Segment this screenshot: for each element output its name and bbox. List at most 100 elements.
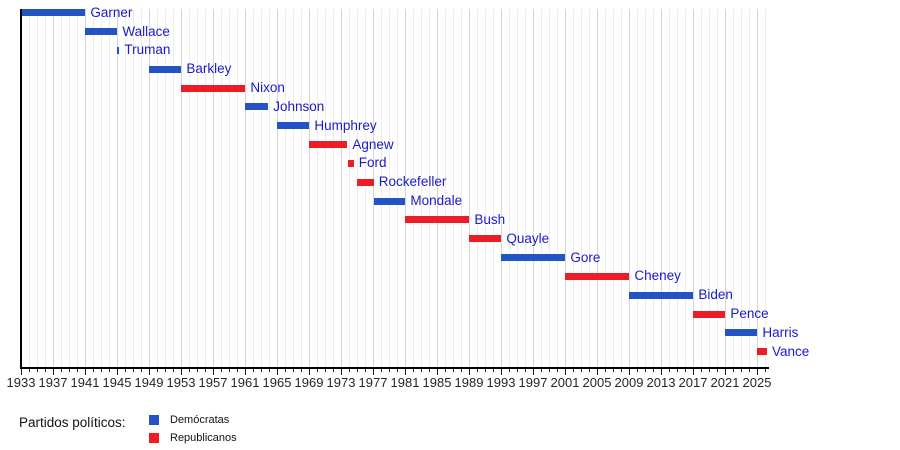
tick-1946 bbox=[125, 368, 126, 372]
tick-1966 bbox=[285, 368, 286, 372]
minor-gridline-1955 bbox=[197, 9, 198, 367]
bar-humphrey bbox=[277, 122, 310, 130]
democrats-color-swatch bbox=[149, 415, 159, 425]
minor-gridline-1934 bbox=[29, 9, 30, 367]
major-gridline-2017 bbox=[693, 9, 694, 367]
major-gridline-1993 bbox=[501, 9, 502, 367]
minor-gridline-1995 bbox=[517, 9, 518, 367]
minor-gridline-1956 bbox=[205, 9, 206, 367]
tick-1965 bbox=[277, 368, 278, 375]
bar-label-harris: Harris bbox=[762, 324, 799, 340]
minor-gridline-1988 bbox=[461, 9, 462, 367]
bar-label-biden: Biden bbox=[698, 287, 733, 303]
tick-1943 bbox=[101, 368, 102, 372]
major-gridline-1997 bbox=[533, 9, 534, 367]
bar-label-wallace: Wallace bbox=[122, 23, 170, 39]
minor-gridline-1946 bbox=[125, 9, 126, 367]
tick-2001 bbox=[565, 368, 566, 375]
tick-2018 bbox=[701, 368, 702, 372]
tick-2006 bbox=[605, 368, 606, 372]
tick-1996 bbox=[525, 368, 526, 372]
tick-1954 bbox=[189, 368, 190, 372]
tick-label-1989: 1989 bbox=[454, 375, 484, 390]
tick-2015 bbox=[677, 368, 678, 372]
tick-label-2001: 2001 bbox=[550, 375, 580, 390]
tick-1987 bbox=[453, 368, 454, 372]
tick-label-1965: 1965 bbox=[262, 375, 292, 390]
major-gridline-2009 bbox=[629, 9, 630, 367]
bar-quayle bbox=[469, 235, 502, 243]
bar-label-cheney: Cheney bbox=[634, 268, 681, 284]
bar-label-johnson: Johnson bbox=[273, 98, 325, 114]
tick-1978 bbox=[381, 368, 382, 372]
tick-1974 bbox=[349, 368, 350, 372]
tick-1980 bbox=[397, 368, 398, 372]
tick-1997 bbox=[533, 368, 534, 375]
bar-harris bbox=[725, 329, 758, 337]
tick-2008 bbox=[621, 368, 622, 372]
tick-1995 bbox=[517, 368, 518, 372]
bar-label-mondale: Mondale bbox=[410, 193, 463, 209]
bar-mondale bbox=[373, 197, 406, 205]
tick-1961 bbox=[245, 368, 246, 375]
minor-gridline-1975 bbox=[357, 9, 358, 367]
minor-gridline-1964 bbox=[269, 9, 270, 367]
tick-1993 bbox=[501, 368, 502, 375]
tick-2014 bbox=[669, 368, 670, 372]
tick-label-1981: 1981 bbox=[390, 375, 420, 390]
bar-label-pence: Pence bbox=[730, 306, 769, 322]
tick-1945 bbox=[117, 368, 118, 375]
tick-1968 bbox=[301, 368, 302, 372]
tick-2005 bbox=[597, 368, 598, 375]
minor-gridline-2010 bbox=[637, 9, 638, 367]
minor-gridline-1960 bbox=[237, 9, 238, 367]
bar-ford bbox=[348, 159, 354, 167]
minor-gridline-1991 bbox=[485, 9, 486, 367]
tick-1986 bbox=[445, 368, 446, 372]
bar-label-vance: Vance bbox=[772, 343, 810, 359]
tick-1957 bbox=[213, 368, 214, 375]
tick-1934 bbox=[29, 368, 30, 372]
minor-gridline-1999 bbox=[549, 9, 550, 367]
minor-gridline-1987 bbox=[453, 9, 454, 367]
bar-label-ford: Ford bbox=[358, 155, 387, 171]
minor-gridline-1954 bbox=[189, 9, 190, 367]
legend-title: Partidos políticos: bbox=[19, 415, 126, 430]
tick-1958 bbox=[221, 368, 222, 372]
tick-1991 bbox=[485, 368, 486, 372]
tick-1976 bbox=[365, 368, 366, 372]
tick-2021 bbox=[725, 368, 726, 375]
minor-gridline-1959 bbox=[229, 9, 230, 367]
tick-1981 bbox=[405, 368, 406, 375]
major-gridline-1985 bbox=[437, 9, 438, 367]
minor-gridline-1966 bbox=[285, 9, 286, 367]
minor-gridline-1952 bbox=[173, 9, 174, 367]
minor-gridline-2002 bbox=[573, 9, 574, 367]
bar-label-nixon: Nixon bbox=[250, 80, 285, 96]
minor-gridline-1998 bbox=[541, 9, 542, 367]
minor-gridline-1982 bbox=[413, 9, 414, 367]
bar-label-humphrey: Humphrey bbox=[314, 117, 377, 133]
tick-label-1945: 1945 bbox=[102, 375, 132, 390]
major-gridline-1949 bbox=[149, 9, 150, 367]
bar-label-rockefeller: Rockefeller bbox=[378, 174, 447, 190]
tick-1938 bbox=[61, 368, 62, 372]
major-gridline-1981 bbox=[405, 9, 406, 367]
bar-garner bbox=[21, 9, 86, 17]
tick-1989 bbox=[469, 368, 470, 375]
y-axis-line bbox=[20, 9, 22, 368]
tick-label-2021: 2021 bbox=[710, 375, 740, 390]
tick-1971 bbox=[325, 368, 326, 372]
tick-label-1969: 1969 bbox=[294, 375, 324, 390]
tick-1944 bbox=[109, 368, 110, 372]
minor-gridline-1939 bbox=[69, 9, 70, 367]
major-gridline-1977 bbox=[373, 9, 374, 367]
major-gridline-1961 bbox=[245, 9, 246, 367]
minor-gridline-1967 bbox=[293, 9, 294, 367]
minor-gridline-1974 bbox=[349, 9, 350, 367]
tick-label-2025: 2025 bbox=[742, 375, 772, 390]
major-gridline-1965 bbox=[277, 9, 278, 367]
bar-label-truman: Truman bbox=[124, 42, 171, 58]
tick-1979 bbox=[389, 368, 390, 372]
tick-1937 bbox=[53, 368, 54, 375]
